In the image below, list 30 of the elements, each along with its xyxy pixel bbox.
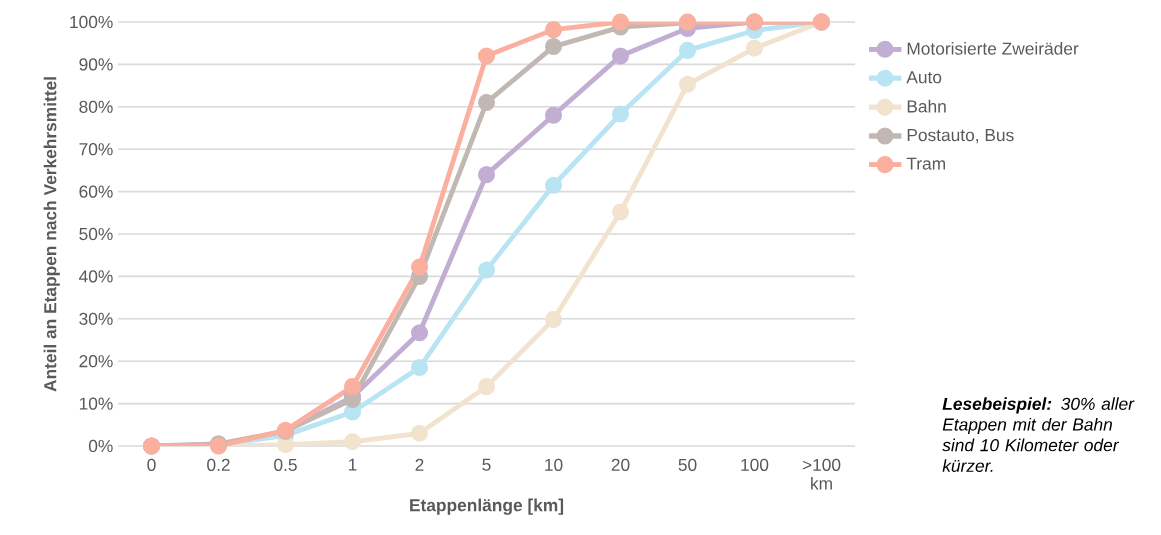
y-tick-label: 40%	[79, 270, 113, 283]
x-tick-label: 20	[611, 458, 630, 471]
legend-label: Tram	[906, 157, 945, 170]
y-tick-label: 60%	[79, 185, 113, 198]
legend-label: Auto	[906, 71, 942, 84]
x-tick-label: 0.2	[207, 458, 230, 471]
y-axis-title: Anteil an Etappen nach Verkehrsmittel	[43, 77, 60, 392]
legend-label: Bahn	[907, 99, 946, 113]
y-tick-label: 50%	[79, 227, 113, 241]
x-tick-label: >100 km	[802, 458, 841, 490]
legend-label: Postauto, Bus	[907, 129, 1014, 144]
y-tick-label: 30%	[79, 312, 113, 325]
x-tick-label: 0	[147, 458, 156, 471]
x-tick-label: 50	[678, 458, 697, 471]
x-tick-label: 10	[545, 458, 563, 471]
legend-label: Motorisierte Zweiräder	[907, 42, 1079, 55]
x-tick-label: 5	[482, 458, 491, 471]
x-tick-label: 2	[415, 458, 424, 471]
y-tick-label: 100%	[70, 15, 113, 29]
y-tick-label: 10%	[79, 397, 113, 410]
y-tick-label: 0%	[88, 439, 113, 453]
y-tick-label: 20%	[79, 355, 113, 368]
y-tick-label: 80%	[79, 100, 113, 113]
x-tick-label: 0.5	[274, 458, 297, 471]
y-tick-label: 70%	[79, 143, 113, 156]
x-tick-label: 100	[741, 458, 769, 471]
text: Lesebeispiel: 30% aller Etappen mit der Bahn sind 10 Kilometer oder kürzer.	[942, 397, 1135, 472]
x-tick-label: 1	[349, 458, 357, 471]
y-tick-label: 90%	[79, 58, 113, 71]
x-axis-title: Etappenlänge [km]	[410, 498, 564, 515]
